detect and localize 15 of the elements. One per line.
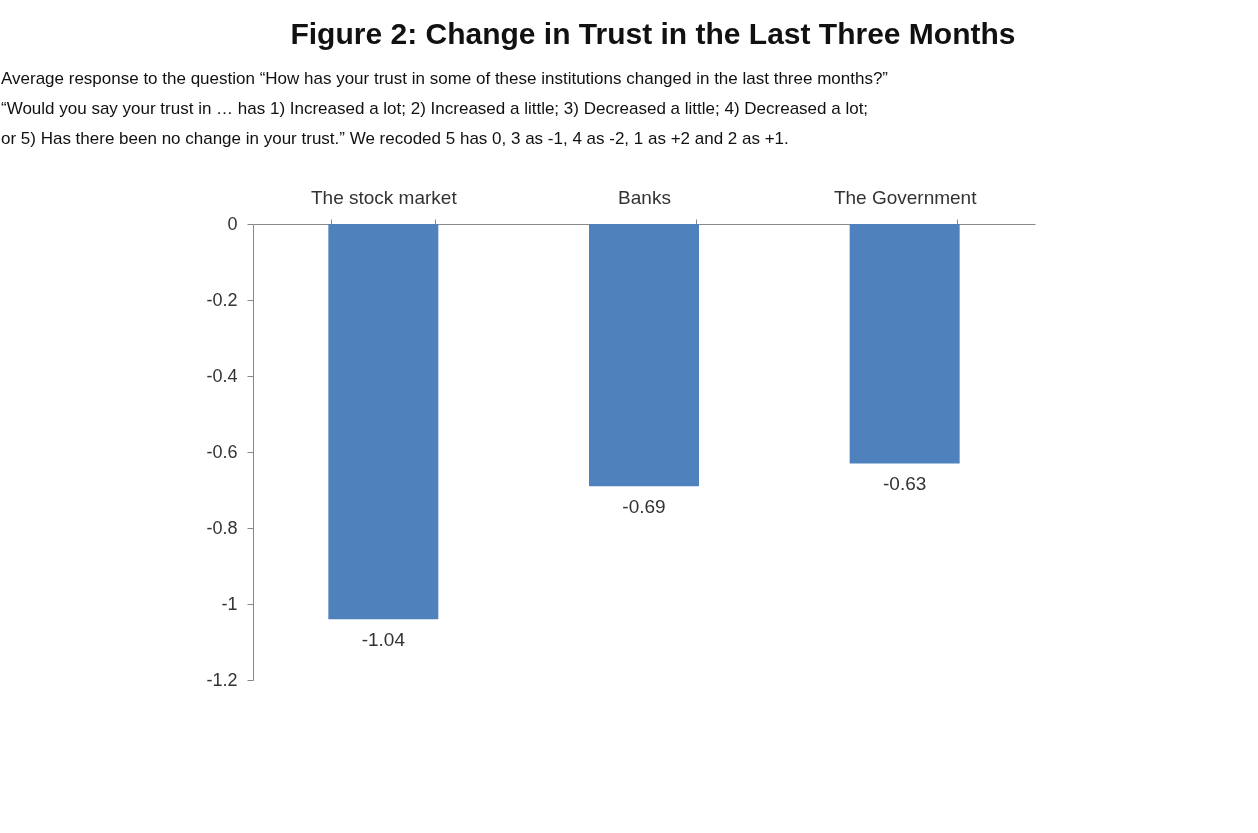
data-label: -0.63 [883,473,927,495]
y-tick-label: -0.2 [206,289,238,310]
x-tick-label: The stock market [310,186,458,208]
y-tick-label: -1 [221,593,238,614]
chart-subtitle: Average response to the question “How has your trust in some of these institutions changed in the last three months?” “Would you say your trust in … has 1) Increased a lot; 2) Increased a little; 3) Decreased a little; 4) Decreased a lot; or 5) Has there been no change in your trust.” We recoded 5 has 0, 3 as -1, 4 as -2, 1 as +2 and 2 as +1. [0,69,889,148]
data-label: -0.69 [622,496,666,518]
x-tick-label: The Government [833,186,978,208]
y-tick-label: -0.8 [206,517,238,538]
y-tick-label: -1.2 [206,669,238,690]
data-label: -1.04 [361,629,406,651]
y-tick-label: 0 [227,213,238,234]
y-tick-label: -0.4 [206,365,238,386]
chart-title: Figure 2: Change in Trust in the Last Three Months [290,17,1016,50]
x-tick-label: Banks [618,186,671,208]
y-tick-label: -0.6 [206,441,238,462]
